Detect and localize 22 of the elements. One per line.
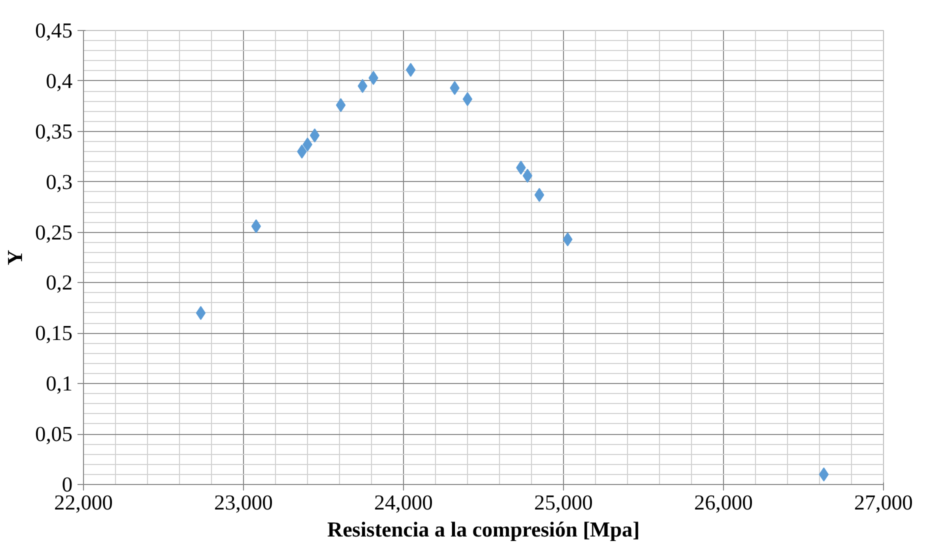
x-tick-label: 25,000 bbox=[534, 490, 593, 514]
y-tick-label: 0,3 bbox=[46, 170, 73, 194]
y-tick-label: 0,05 bbox=[35, 422, 73, 446]
y-tick-label: 0,2 bbox=[46, 270, 73, 295]
x-tick-label: 23,000 bbox=[214, 490, 273, 514]
x-tick-label: 26,000 bbox=[694, 490, 753, 514]
y-tick-label: 0,4 bbox=[46, 68, 73, 93]
point bbox=[310, 128, 320, 142]
y-tick-label: 0,1 bbox=[46, 372, 73, 396]
point bbox=[336, 98, 346, 112]
point bbox=[450, 81, 460, 96]
x-axis-title: Resistencia a la compresión [Mpa] bbox=[327, 518, 640, 542]
y-tick-label: 0,15 bbox=[35, 321, 73, 346]
y-tick-label: 0,25 bbox=[35, 220, 73, 244]
point bbox=[406, 62, 416, 77]
y-axis-title: Y bbox=[3, 250, 28, 266]
y-tick-label: 0,35 bbox=[35, 119, 73, 144]
y-tick-label: 0,45 bbox=[35, 18, 73, 42]
point bbox=[818, 467, 829, 482]
x-tick-label: 27,000 bbox=[854, 490, 913, 514]
x-tick-label: 24,000 bbox=[374, 490, 433, 514]
point bbox=[196, 306, 206, 320]
